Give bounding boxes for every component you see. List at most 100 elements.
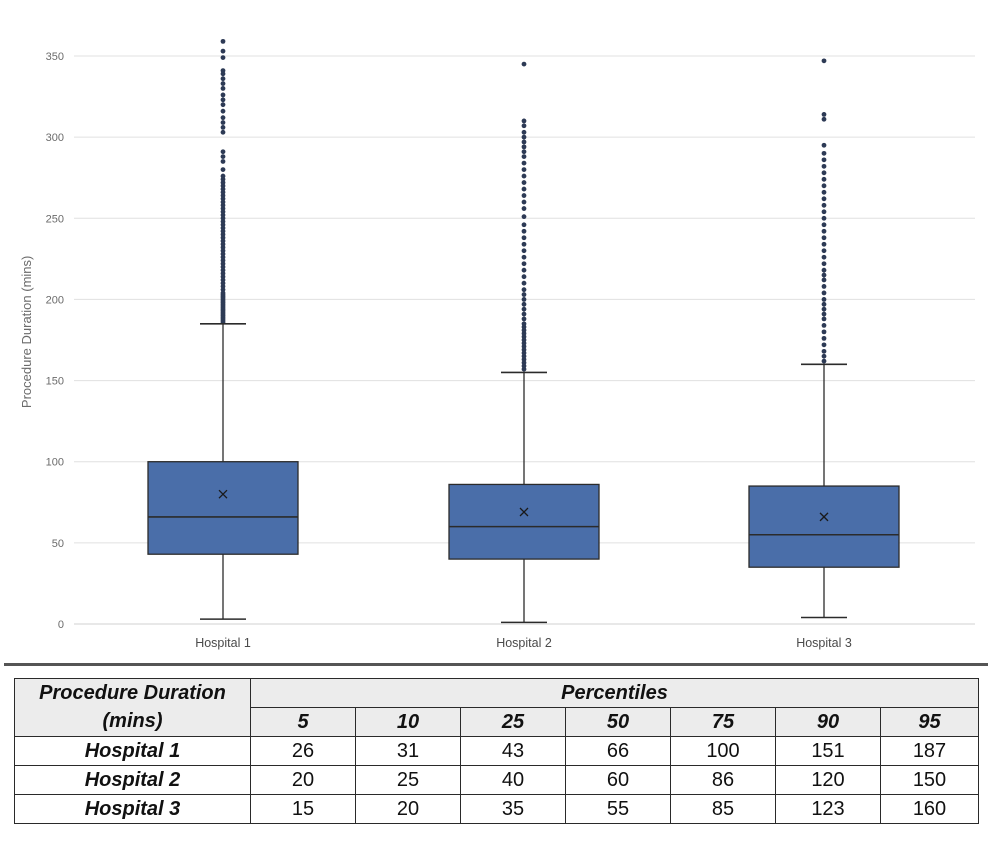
table-cell: 55 <box>565 794 671 824</box>
outlier-point <box>821 163 827 169</box>
outlier-point <box>821 157 827 163</box>
table-corner-label-line2: (mins) <box>14 707 251 737</box>
outlier-point <box>821 112 827 117</box>
outlier-point <box>821 301 827 307</box>
mean-marker <box>519 507 529 517</box>
outlier-point <box>821 254 827 260</box>
y-axis-label: Procedure Duration (mins) <box>19 256 34 408</box>
outlier-point <box>821 261 827 267</box>
outlier-point <box>821 183 827 189</box>
outlier-point <box>220 129 226 135</box>
x-category-label: Hospital 3 <box>796 636 852 650</box>
outlier-point <box>821 209 827 215</box>
outlier-point <box>521 139 527 145</box>
outlier-point <box>821 277 827 283</box>
table-cell: 25 <box>355 765 461 795</box>
outlier-point <box>821 322 827 328</box>
outlier-point <box>821 267 827 273</box>
row-label: Hospital 2 <box>14 765 251 795</box>
outlier-point <box>521 306 527 312</box>
outlier-point <box>521 193 527 198</box>
row-label: Hospital 1 <box>14 736 251 766</box>
outlier-point <box>821 342 827 348</box>
table-cell: 43 <box>460 736 566 766</box>
table-cell: 66 <box>565 736 671 766</box>
outlier-point <box>821 150 827 156</box>
y-tick-label: 150 <box>46 376 64 388</box>
outlier-point <box>220 167 226 172</box>
percentile-header: 50 <box>565 707 671 737</box>
outlier-point <box>821 58 827 64</box>
table-cell: 20 <box>250 765 356 795</box>
x-category-label: Hospital 1 <box>195 636 251 650</box>
percentile-header: 75 <box>670 707 776 737</box>
outlier-point <box>821 272 827 278</box>
table-cell: 31 <box>355 736 461 766</box>
table-cell: 85 <box>670 794 776 824</box>
box-plot-chart: 0 50 100 150 200 250 300 350 Procedure Duration … <box>19 38 975 650</box>
outlier-point <box>521 180 527 185</box>
outlier-point <box>521 167 527 172</box>
outlier-point <box>821 248 827 254</box>
outlier-point <box>521 311 527 317</box>
table-cell: 15 <box>250 794 356 824</box>
table-cell: 100 <box>670 736 776 766</box>
outlier-point <box>821 228 827 234</box>
y-tick-label: 300 <box>46 132 64 144</box>
outlier-point <box>521 154 527 160</box>
outlier-point <box>220 76 226 82</box>
outlier-point <box>220 48 226 54</box>
outlier-point <box>821 297 827 302</box>
table-cell: 160 <box>880 794 979 824</box>
percentiles-group-header: Percentiles <box>250 678 979 708</box>
outlier-point <box>521 149 527 155</box>
outlier-point <box>821 170 827 176</box>
outlier-point <box>521 228 527 234</box>
outlier-point <box>821 358 827 364</box>
section-divider <box>4 663 988 666</box>
outlier-point <box>521 241 527 247</box>
mean-marker <box>819 512 829 522</box>
outlier-point <box>821 335 827 341</box>
percentile-table: Procedure Duration Percentiles (mins) 5 … <box>14 678 979 824</box>
y-tick-label: 200 <box>46 294 64 306</box>
table-cell: 123 <box>775 794 881 824</box>
row-label: Hospital 3 <box>14 794 251 824</box>
outlier-point <box>220 38 226 44</box>
table-cell: 60 <box>565 765 671 795</box>
outlier-point <box>521 267 527 273</box>
outlier-point <box>521 321 527 327</box>
outlier-point <box>521 186 527 192</box>
y-tick-label: 350 <box>46 51 64 63</box>
outlier-point <box>220 81 226 86</box>
table-corner-label-line1: Procedure Duration <box>14 678 251 708</box>
box-iqr <box>147 461 299 555</box>
outlier-point <box>521 206 527 211</box>
outlier-point <box>521 248 527 254</box>
outlier-point <box>521 316 527 322</box>
outlier-point <box>821 196 827 202</box>
table-cell: 187 <box>880 736 979 766</box>
outlier-point <box>521 280 527 286</box>
table-row: Hospital 1 26 31 43 66 100 151 187 <box>14 736 979 766</box>
table-row: Hospital 2 20 25 40 60 86 120 150 <box>14 765 979 795</box>
chart-svg: 0 50 100 150 200 250 300 350 Procedure Duration … <box>19 38 975 650</box>
table-cell: 26 <box>250 736 356 766</box>
outlier-point <box>521 222 527 228</box>
outlier-point <box>220 86 226 91</box>
box-iqr <box>448 483 600 560</box>
outlier-point <box>821 202 827 208</box>
table-cell: 35 <box>460 794 566 824</box>
percentile-header: 25 <box>460 707 566 737</box>
y-tick-label: 0 <box>58 619 64 631</box>
table-cell: 40 <box>460 765 566 795</box>
outlier-point <box>821 290 827 296</box>
outlier-point <box>521 301 527 307</box>
outlier-point <box>220 154 226 160</box>
percentile-header: 95 <box>880 707 979 737</box>
outlier-point <box>521 134 527 140</box>
outlier-point <box>220 149 226 155</box>
outlier-point <box>821 142 827 148</box>
outlier-point <box>821 189 827 195</box>
outlier-point <box>220 55 226 61</box>
